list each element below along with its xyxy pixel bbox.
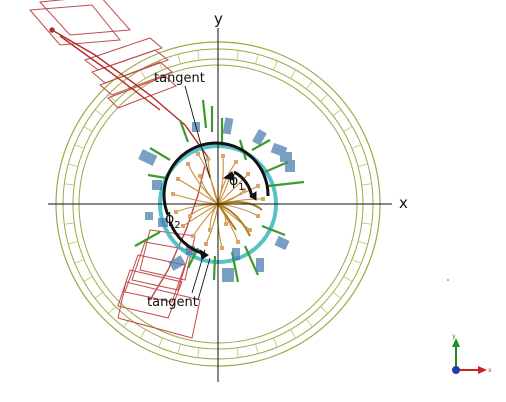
ring-segment — [83, 276, 93, 282]
orange-hit — [242, 188, 246, 192]
orange-track — [217, 155, 224, 205]
ring-segment — [123, 318, 131, 328]
tangent-lines — [184, 85, 211, 301]
ring-segment — [361, 183, 372, 186]
phi2-label: ϕ2 — [165, 211, 181, 231]
ring-segment — [357, 163, 368, 167]
phi1-symbol: ϕ — [229, 173, 238, 189]
orange-hit — [220, 246, 224, 250]
outer-ring-segments — [63, 49, 373, 359]
ring-segment — [140, 329, 146, 339]
ring-segment — [343, 126, 353, 132]
green-hits — [134, 99, 305, 283]
orange-track-bold — [217, 201, 263, 237]
ring-segment — [255, 343, 259, 354]
orange-hit — [191, 234, 195, 238]
ring-segment — [273, 337, 278, 348]
tangent-top-label: tangent — [154, 71, 205, 86]
ring-segment — [361, 222, 372, 225]
ring-segment — [351, 144, 362, 149]
ring-segment — [68, 163, 79, 167]
ring-segment — [140, 69, 146, 79]
ring-segment — [83, 126, 93, 132]
ring-segment — [332, 109, 342, 117]
ring-segment — [305, 80, 313, 90]
orange-track — [207, 158, 219, 205]
phi1-label: ϕ1 — [229, 173, 245, 193]
ring-segment — [255, 54, 259, 65]
orange-track — [217, 203, 259, 217]
orange-hit — [204, 242, 208, 246]
ring-segment — [74, 144, 85, 149]
ring-segment — [64, 222, 75, 225]
phi2-symbol: ϕ — [165, 211, 174, 227]
ring-segment — [197, 50, 200, 61]
orange-hit — [188, 214, 192, 218]
upper-red-module — [28, 0, 177, 109]
orange-hit — [221, 154, 225, 158]
ring-segment — [236, 347, 239, 358]
orange-hit — [261, 197, 265, 201]
orange-track — [182, 203, 219, 227]
blue-hits — [138, 117, 295, 282]
orange-hit — [174, 210, 178, 214]
axis-triad-icon: y x — [452, 333, 492, 374]
ring-segment — [320, 306, 328, 314]
orange-hit — [196, 152, 200, 156]
axes — [48, 28, 392, 382]
x-axis-label: x — [399, 194, 408, 212]
stray-dot — [447, 279, 449, 281]
ring-segment — [332, 291, 342, 299]
ring-segment — [68, 241, 79, 245]
orange-hit — [176, 177, 180, 181]
outer-phi-arc — [162, 141, 270, 216]
ring-segment — [94, 291, 104, 299]
orange-hit — [256, 184, 260, 188]
ring-segment — [74, 259, 85, 264]
orange-hit — [236, 240, 240, 244]
orange-hit — [224, 222, 228, 226]
phi2-subscript: 2 — [174, 220, 180, 231]
ring-segment — [273, 60, 278, 71]
ring-segment — [197, 347, 200, 358]
orange-track — [199, 175, 219, 205]
orange-hit — [198, 174, 202, 178]
ring-segment — [94, 109, 104, 117]
ring-segment — [343, 276, 353, 282]
ring-segment — [236, 50, 239, 61]
orange-hit — [181, 224, 185, 228]
phi-arcs — [162, 141, 270, 260]
ring-segment — [108, 306, 116, 314]
orange-hit — [171, 192, 175, 196]
ring-segment — [177, 343, 181, 354]
orange-track — [217, 173, 249, 205]
ring-segment — [158, 337, 163, 348]
svg-text:y: y — [452, 333, 456, 340]
ring-segment — [177, 54, 181, 65]
orange-track — [217, 161, 237, 205]
orange-hit — [208, 228, 212, 232]
orange-track — [177, 178, 219, 205]
ring-segment — [320, 94, 328, 102]
ring-segment — [305, 318, 313, 328]
ring-segment — [108, 94, 116, 102]
orange-hit — [256, 214, 260, 218]
ring-segment — [351, 259, 362, 264]
phi1-subscript: 1 — [238, 182, 244, 193]
orange-hit — [206, 157, 210, 161]
ring-segment — [357, 241, 368, 245]
y-axis-label: y — [214, 10, 223, 28]
ring-segment — [64, 183, 75, 186]
svg-text:x: x — [488, 367, 492, 374]
ring-segment — [290, 69, 296, 79]
orange-hit — [186, 162, 190, 166]
orange-hit — [246, 172, 250, 176]
orange-track — [209, 203, 219, 231]
ring-segment — [290, 329, 296, 339]
orange-hit — [234, 160, 238, 164]
orange-hit — [248, 228, 252, 232]
tangent-bottom-label: tangent — [147, 295, 198, 310]
